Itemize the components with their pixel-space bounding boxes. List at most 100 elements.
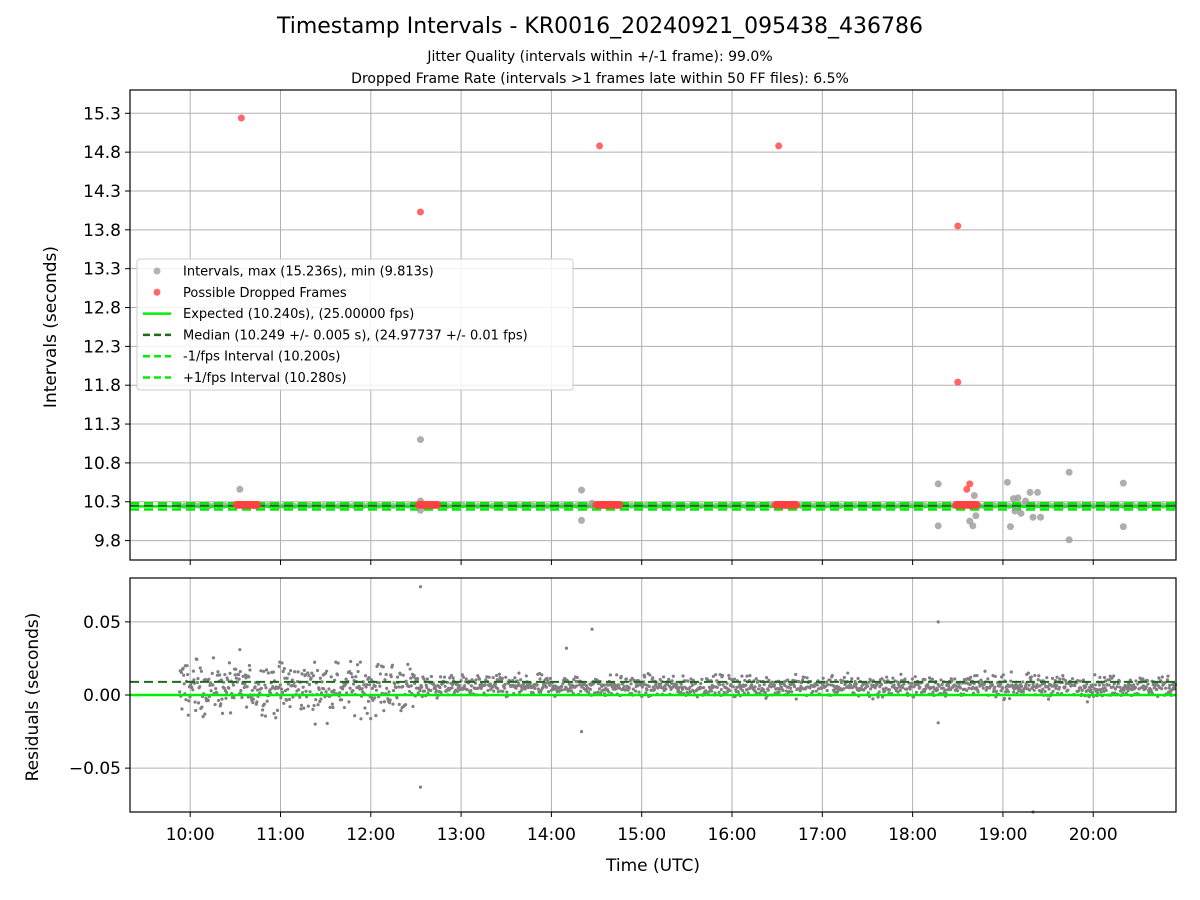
residual-point — [702, 686, 706, 690]
residual-point — [442, 675, 447, 679]
residual-point — [247, 675, 251, 679]
interval-outlier-point — [416, 436, 424, 444]
residual-point — [216, 670, 220, 674]
residual-point — [1051, 689, 1055, 693]
residual-point — [318, 676, 322, 680]
residual-point — [200, 705, 204, 709]
residual-point — [538, 677, 542, 681]
residual-point — [677, 685, 681, 690]
dropped-frame-point — [954, 378, 962, 386]
residual-point — [937, 684, 941, 688]
residual-point — [883, 689, 887, 693]
residual-point — [496, 687, 500, 691]
residual-point — [943, 688, 947, 692]
residual-point — [397, 685, 401, 689]
residual-point — [1118, 685, 1122, 689]
residual-point — [923, 677, 927, 682]
residual-point — [503, 686, 507, 690]
residual-point — [939, 678, 943, 682]
residual-point — [972, 682, 976, 686]
residual-point — [216, 698, 221, 703]
residual-point — [418, 688, 422, 693]
residual-point — [460, 673, 464, 677]
residual-point — [376, 662, 380, 667]
residual-point — [1006, 690, 1011, 694]
residual-point — [922, 690, 926, 694]
residual-point — [1141, 684, 1146, 688]
residual-point — [640, 685, 645, 689]
residual-point — [1073, 683, 1077, 688]
residual-point — [354, 675, 358, 679]
residual-point — [214, 687, 218, 691]
residual-point — [282, 701, 286, 705]
xtick-label: 17:00 — [798, 825, 847, 845]
residual-point — [991, 689, 996, 694]
residual-point — [905, 687, 909, 691]
residual-point — [387, 701, 392, 705]
residual-point — [1021, 680, 1025, 684]
residual-point — [378, 684, 382, 688]
xtick-label: 11:00 — [256, 825, 305, 845]
residual-point — [390, 663, 395, 667]
residual-point — [245, 685, 249, 689]
residual-point — [536, 687, 540, 691]
xlabel: Time (UTC) — [605, 856, 700, 876]
residual-point — [497, 672, 502, 676]
residual-point — [1036, 678, 1040, 682]
residual-point — [950, 679, 954, 683]
residual-point — [312, 703, 316, 708]
residual-point — [450, 686, 454, 690]
residual-point — [277, 685, 281, 690]
intervals-ytick-label: 12.3 — [83, 337, 121, 357]
legend-label: Median (10.249 +/- 0.005 s), (24.97737 +… — [183, 328, 528, 343]
residual-point — [808, 686, 812, 690]
residual-point — [676, 688, 681, 692]
residual-point — [192, 678, 196, 682]
residual-point — [976, 690, 980, 694]
residual-point — [287, 672, 291, 676]
residual-point — [403, 703, 408, 707]
residual-point — [360, 686, 364, 691]
intervals-ytick-label: 13.3 — [83, 260, 121, 280]
legend-marker — [153, 267, 161, 275]
residual-point — [236, 673, 241, 677]
residual-point — [935, 688, 940, 692]
residual-point — [275, 708, 280, 712]
residual-point — [854, 682, 858, 686]
residual-point — [395, 675, 400, 679]
chart-subtitle-jitter: Jitter Quality (intervals within +/-1 fr… — [427, 49, 773, 65]
residual-point — [359, 717, 363, 721]
residual-outlier-point — [418, 785, 423, 789]
residual-point — [319, 691, 324, 695]
residual-point — [387, 690, 391, 694]
residual-point — [686, 679, 690, 683]
residual-point — [344, 677, 348, 681]
residual-point — [408, 667, 412, 671]
residual-point — [884, 686, 888, 690]
residual-point — [552, 687, 556, 691]
residual-point — [224, 690, 229, 695]
xtick-label: 13:00 — [437, 825, 486, 845]
residual-point — [833, 687, 837, 691]
residual-point — [1050, 676, 1055, 680]
interval-outlier-point — [1014, 494, 1022, 502]
residual-point — [279, 695, 283, 700]
residual-point — [814, 689, 818, 693]
residual-point — [184, 698, 188, 702]
residual-point — [999, 689, 1003, 693]
residual-point — [704, 689, 708, 693]
residual-point — [711, 674, 715, 678]
residual-point — [279, 687, 284, 691]
chart-title: Timestamp Intervals - KR0016_20240921_09… — [276, 14, 924, 39]
residual-point — [902, 682, 906, 686]
residual-point — [219, 678, 224, 682]
residual-point — [955, 689, 960, 693]
residual-point — [438, 685, 442, 690]
residual-point — [688, 685, 692, 690]
residual-outlier-point — [418, 585, 423, 589]
residual-point — [561, 681, 565, 686]
residual-point — [544, 685, 548, 689]
residual-point — [182, 682, 186, 686]
intervals-ytick-label: 14.3 — [83, 182, 121, 202]
residual-point — [381, 665, 385, 669]
